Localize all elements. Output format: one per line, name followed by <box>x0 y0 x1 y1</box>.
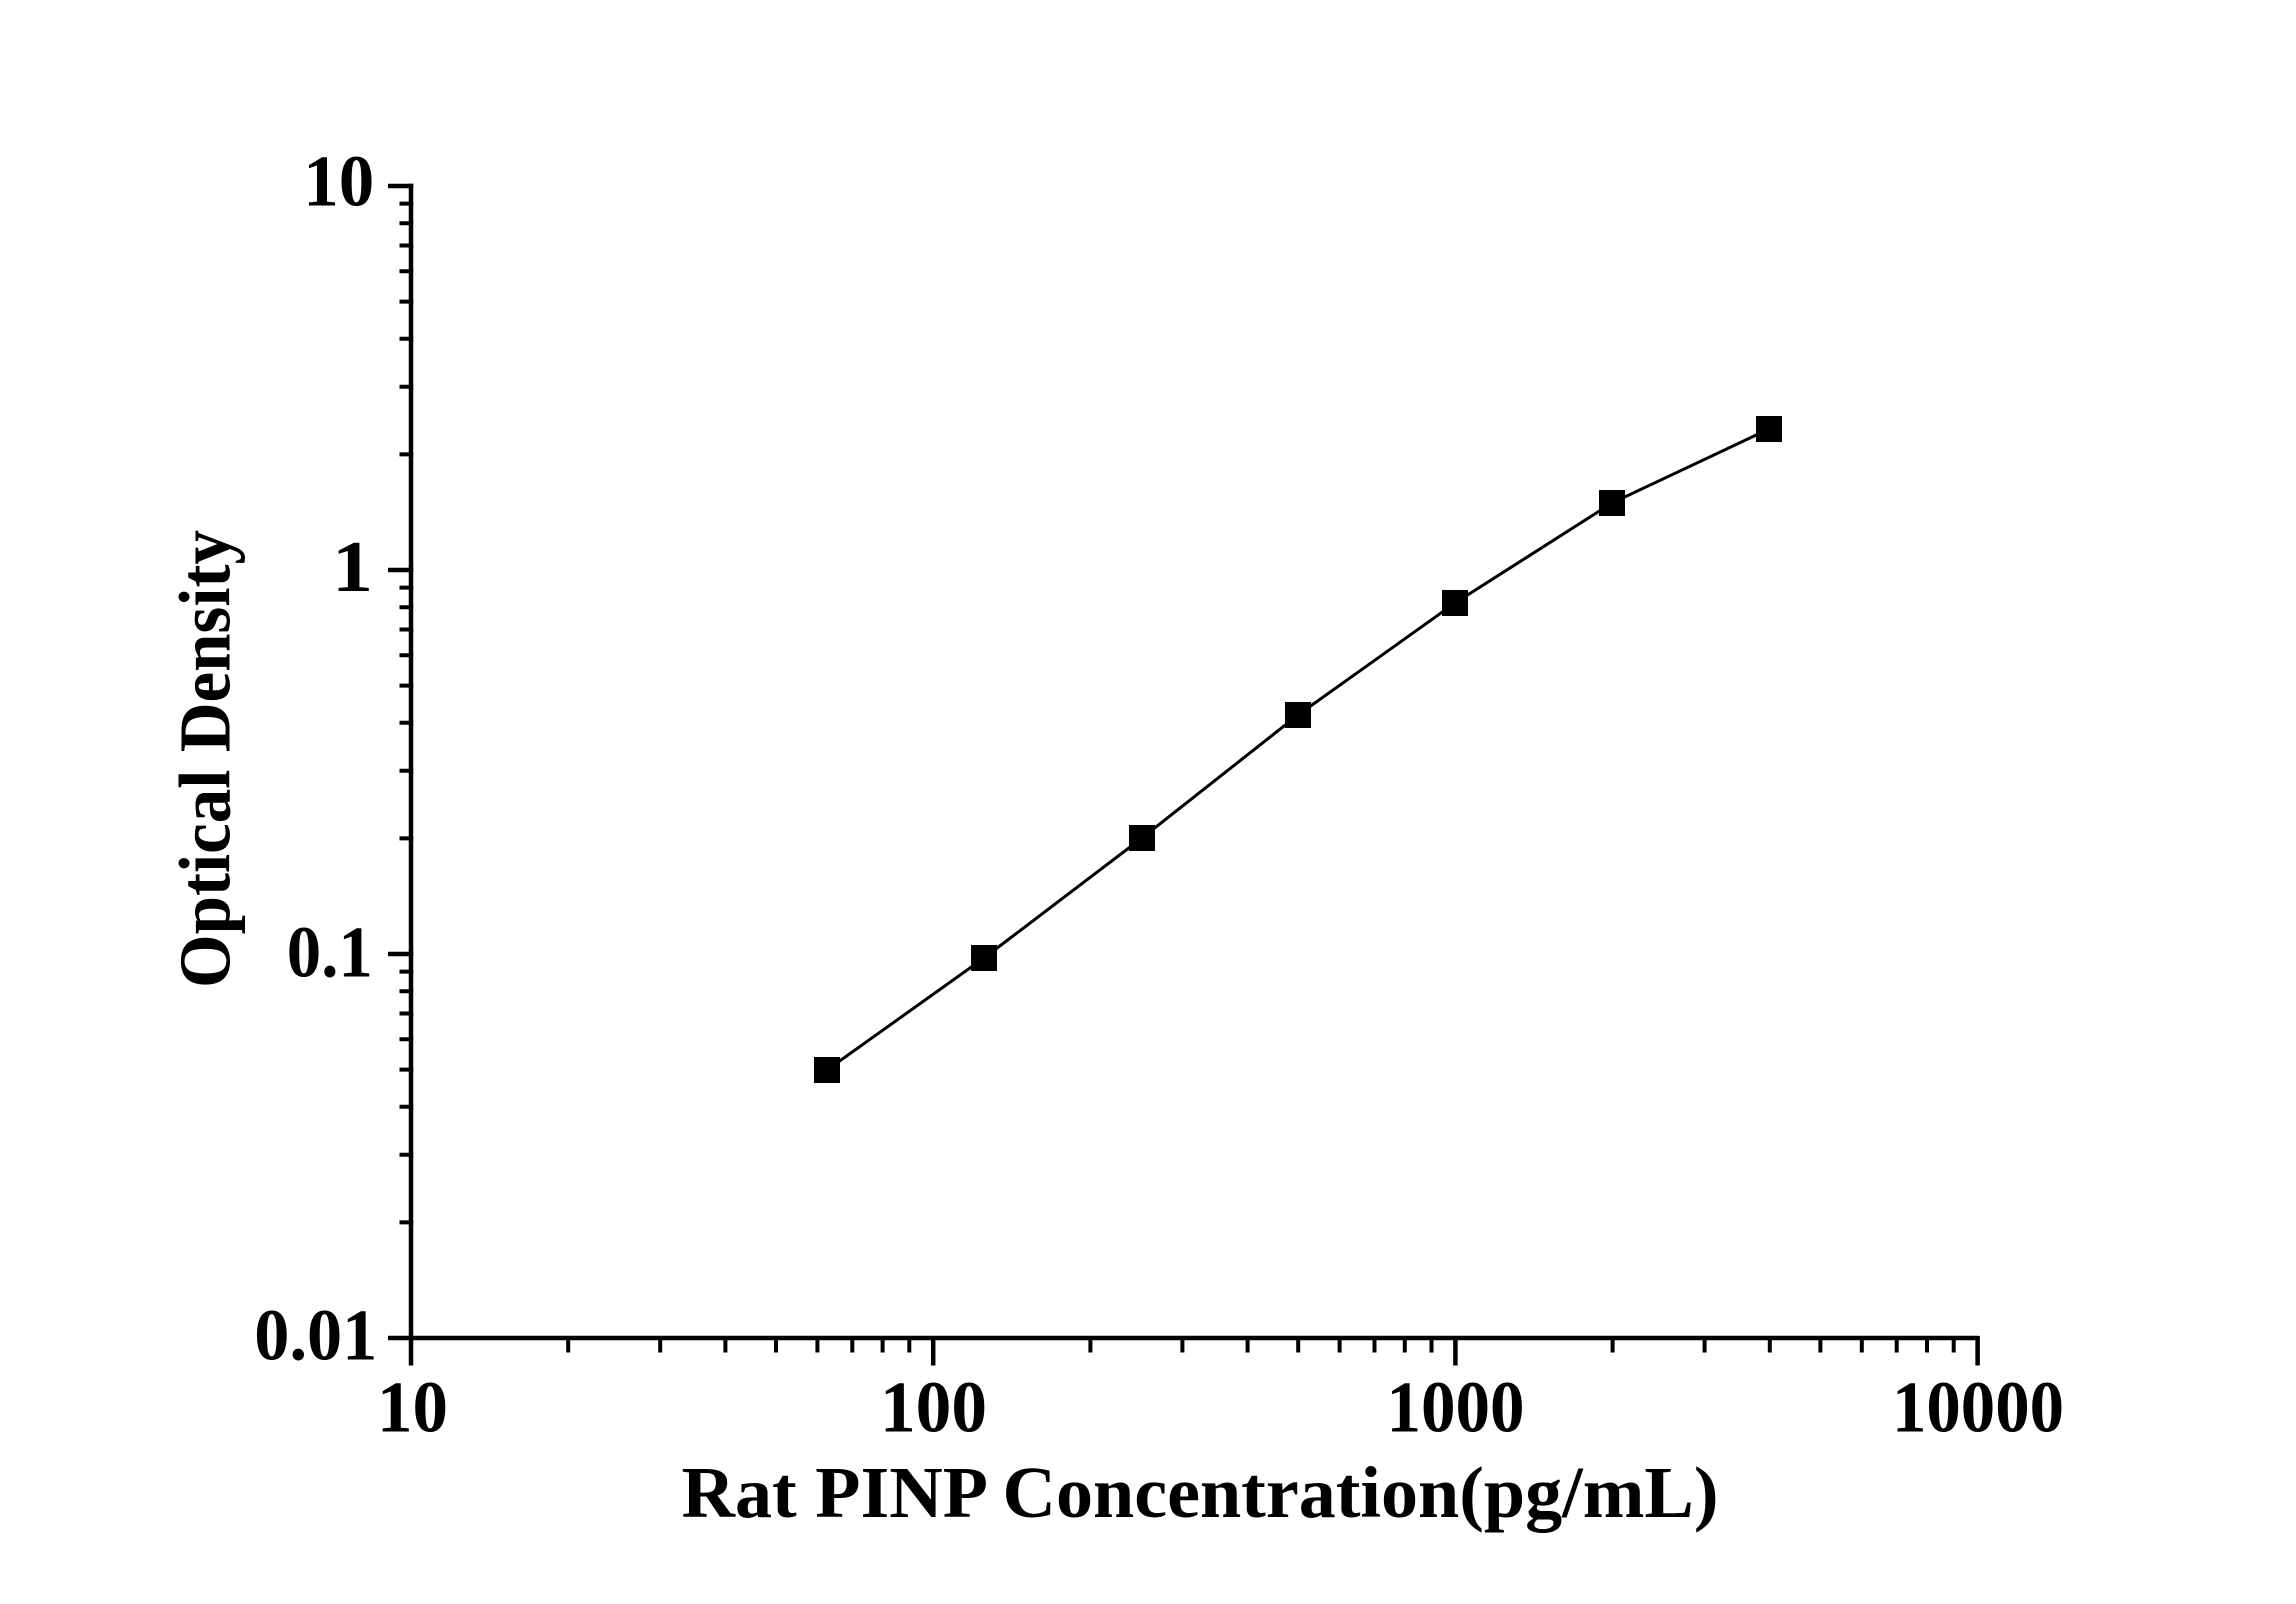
svg-text:100: 100 <box>880 1367 987 1448</box>
svg-text:Rat PINP Concentration(pg/mL): Rat PINP Concentration(pg/mL) <box>682 1452 1719 1533</box>
svg-text:1000: 1000 <box>1387 1367 1525 1448</box>
svg-text:10000: 10000 <box>1892 1367 2064 1448</box>
svg-text:Optical Density: Optical Density <box>165 530 246 988</box>
svg-text:10: 10 <box>377 1367 448 1448</box>
svg-text:0.1: 0.1 <box>287 912 373 993</box>
svg-text:0.01: 0.01 <box>254 1295 377 1376</box>
svg-text:1: 1 <box>332 526 373 607</box>
svg-text:10: 10 <box>303 141 374 222</box>
